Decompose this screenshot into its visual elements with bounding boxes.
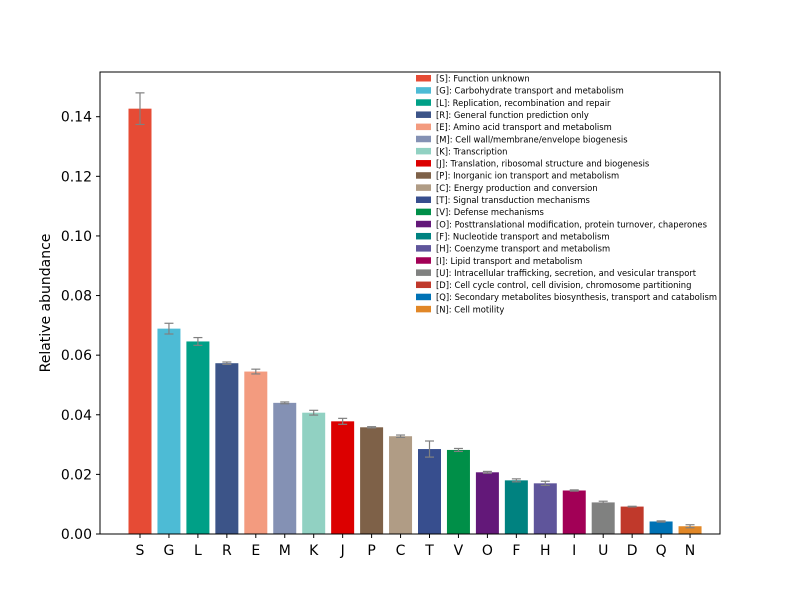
- y-tick-label-0.04: 0.04: [61, 408, 92, 424]
- legend-swatch-L: [416, 99, 431, 106]
- y-tick-label-0.12: 0.12: [61, 169, 92, 185]
- legend-swatch-P: [416, 172, 431, 179]
- y-tick-label-0.08: 0.08: [61, 289, 92, 305]
- y-axis: 0.00 0.02 0.04 0.06 0.08 0.10 0.12 0.14: [61, 110, 100, 543]
- x-tick-label-F: F: [512, 543, 520, 559]
- x-tick-label-O: O: [482, 543, 493, 559]
- y-tick-label-0.06: 0.06: [61, 348, 92, 364]
- x-tick-label-T: T: [424, 543, 434, 559]
- x-tick-label-I: I: [572, 543, 576, 559]
- legend-label-N: [N]: Cell motility: [436, 304, 504, 314]
- bar-P: [360, 427, 384, 534]
- x-tick-label-P: P: [367, 543, 375, 559]
- legend-label-O: [O]: Posttranslational modification, pro…: [436, 219, 707, 229]
- x-tick-label-D: D: [627, 543, 638, 559]
- bar-D: [620, 506, 644, 534]
- legend-label-Q: [Q]: Secondary metabolites biosynthesis,…: [436, 292, 717, 302]
- bars: [128, 108, 702, 535]
- legend-swatch-V: [416, 208, 431, 216]
- legend-swatch-G: [416, 87, 431, 94]
- legend-swatch-K: [416, 147, 431, 155]
- x-tick-label-K: K: [309, 543, 319, 559]
- legend-swatch-I: [416, 257, 431, 264]
- x-tick-label-U: U: [598, 543, 608, 559]
- y-axis-label: Relative abundance: [38, 234, 54, 373]
- legend-swatch-U: [416, 269, 431, 276]
- x-tick-label-H: H: [540, 543, 551, 559]
- bar-O: [475, 472, 499, 534]
- x-tick-label-V: V: [454, 543, 464, 559]
- legend-swatch-T: [416, 196, 431, 203]
- bar-F: [504, 480, 528, 534]
- legend-swatch-H: [416, 245, 431, 252]
- bar-I: [562, 490, 586, 534]
- legend: [S]: Function unknown [G]: Carbohydrate t…: [416, 74, 717, 314]
- bar-S: [128, 108, 152, 535]
- legend-swatch-D: [416, 281, 431, 289]
- y-tick-label-0.00: 0.00: [61, 527, 92, 543]
- legend-label-I: [I]: Lipid transport and metabolism: [436, 256, 582, 266]
- legend-swatch-Q: [416, 293, 431, 301]
- legend-label-C: [C]: Energy production and conversion: [436, 183, 598, 193]
- legend-label-P: [P]: Inorganic ion transport and metabol…: [436, 171, 619, 181]
- bar-J: [331, 421, 355, 534]
- legend-swatch-F: [416, 232, 431, 240]
- legend-swatch-E: [416, 123, 431, 131]
- x-tick-label-J: J: [340, 543, 345, 559]
- legend-label-G: [G]: Carbohydrate transport and metaboli…: [436, 86, 624, 96]
- legend-label-K: [K]: Transcription: [436, 146, 507, 156]
- x-tick-label-C: C: [396, 543, 406, 559]
- legend-swatch-S: [416, 75, 431, 82]
- legend-label-L: [L]: Replication, recombination and repa…: [436, 98, 611, 108]
- legend-label-R: [R]: General function prediction only: [436, 110, 589, 120]
- bar-M: [273, 402, 297, 534]
- error-bars: [135, 92, 695, 529]
- bar-L: [186, 341, 210, 534]
- bar-N: [678, 526, 702, 534]
- bar-U: [591, 502, 615, 534]
- legend-label-F: [F]: Nucleotide transport and metabolism: [436, 231, 609, 241]
- plot-frame: [99, 71, 721, 535]
- bar-T: [418, 449, 441, 534]
- legend-label-H: [H]: Coenzyme transport and metabolism: [436, 244, 610, 254]
- legend-swatch-O: [416, 220, 431, 228]
- x-tick-label-E: E: [251, 543, 260, 559]
- legend-swatch-M: [416, 135, 431, 143]
- x-tick-label-G: G: [164, 543, 175, 559]
- bar-K: [302, 412, 326, 534]
- legend-label-T: [T]: Signal transduction mechanisms: [436, 195, 590, 205]
- legend-swatch-C: [416, 184, 431, 191]
- legend-label-M: [M]: Cell wall/membrane/envelope biogene…: [436, 134, 628, 144]
- x-tick-label-N: N: [685, 543, 695, 559]
- bar-V: [446, 449, 470, 534]
- bar-E: [244, 371, 268, 534]
- x-tick-label-Q: Q: [656, 543, 667, 559]
- x-tick-label-M: M: [279, 543, 291, 559]
- y-tick-label-0.02: 0.02: [61, 467, 92, 483]
- legend-label-E: [E]: Amino acid transport and metabolism: [436, 122, 612, 132]
- legend-swatch-R: [416, 111, 431, 118]
- bar-C: [389, 436, 413, 534]
- y-tick-label-0.10: 0.10: [61, 229, 92, 245]
- y-tick-label-0.14: 0.14: [61, 110, 92, 126]
- legend-label-U: [U]: Intracellular trafficking, secretio…: [436, 268, 697, 278]
- legend-label-J: [J]: Translation, ribosomal structure an…: [436, 159, 649, 169]
- legend-label-D: [D]: Cell cycle control, cell division, …: [436, 280, 691, 290]
- legend-label-V: [V]: Defense mechanisms: [436, 207, 544, 217]
- x-tick-label-R: R: [222, 543, 232, 559]
- x-tick-label-S: S: [136, 543, 145, 559]
- legend-label-S: [S]: Function unknown: [436, 74, 530, 84]
- x-tick-label-L: L: [194, 543, 202, 559]
- bar-R: [215, 363, 239, 534]
- bar-Q: [649, 521, 673, 534]
- legend-swatch-J: [416, 160, 431, 167]
- bar-G: [157, 328, 181, 534]
- bar-H: [533, 483, 557, 534]
- legend-swatch-N: [416, 305, 431, 313]
